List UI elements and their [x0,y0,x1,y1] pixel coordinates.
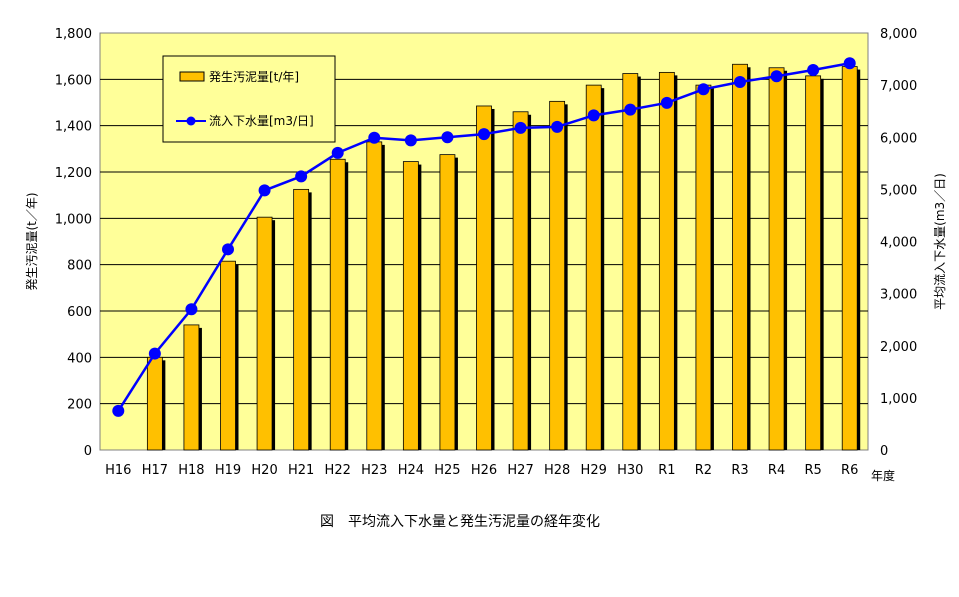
x-tick-label: H28 [544,463,570,478]
x-tick-label: H21 [288,463,314,478]
x-axis-title: 年度 [871,468,895,483]
line-point [258,184,271,197]
x-tick-label: H29 [581,463,607,478]
line-point [185,303,198,316]
bar [658,71,675,451]
line-point [222,243,234,256]
x-tick-label: H24 [398,463,424,478]
y-right-tick-label: 8,000 [880,27,917,42]
bar [256,216,273,451]
bar [841,66,858,451]
y-right-tick-label: 7,000 [880,79,917,94]
x-tick-label: H16 [105,463,131,478]
legend-bar-swatch [179,71,205,82]
bar [695,84,712,451]
y-left-tick-label: 1,400 [55,120,92,135]
x-tick-label: R6 [841,463,858,478]
axis-ticks: 0 200 400 600 800 1,000 1,200 1,400 1,600 1,800 0 1… [55,27,917,483]
y-left-tick-label: 800 [67,259,92,274]
x-tick-label: R4 [768,463,785,478]
y-right-tick-label: 4,000 [880,236,917,251]
x-tick-label: H26 [471,463,497,478]
y-left-axis-title: 発生汚泥量(t／年) [25,192,39,290]
line-point [624,103,637,116]
bar [512,111,529,451]
bar [366,141,383,451]
bar [146,356,163,451]
bar [732,63,748,451]
bar [439,154,456,451]
x-tick-label: H19 [215,463,241,478]
bar-series [146,63,861,451]
x-tick-label: H18 [178,463,204,478]
y-left-tick-label: 1,600 [55,73,92,88]
x-tick-label: H23 [361,463,387,478]
y-right-tick-label: 0 [880,444,888,459]
bar [476,105,492,451]
bar [585,84,602,451]
y-left-tick-label: 400 [67,351,92,366]
line-point [697,83,710,96]
line-point [331,146,344,159]
bar [768,67,785,451]
bar [402,161,419,451]
y-right-axis-title: 平均流入下水量(m3／日) [933,173,947,310]
y-left-tick-label: 1,800 [55,27,92,42]
line-point [734,75,746,88]
y-right-tick-label: 1,000 [880,392,917,407]
legend-line-label: 流入下水量[m3/日] [209,114,314,128]
x-tick-label: R2 [695,463,712,478]
legend-box [162,55,336,143]
line-point [551,120,564,133]
x-tick-label: H20 [251,463,277,478]
legend: 発生汚泥量[t/年] 流入下水量[m3/日] [162,55,336,143]
y-right-tick-label: 3,000 [880,288,917,303]
y-left-tick-label: 600 [67,305,92,320]
line-point [660,96,673,109]
line-point [441,131,454,144]
x-tick-label: H17 [142,463,168,478]
line-point [843,57,856,70]
line-point [514,121,527,134]
x-tick-label: H27 [507,463,533,478]
line-point [368,131,381,144]
line-series [112,57,856,417]
bar [220,260,236,451]
y-left-tick-label: 200 [67,398,92,413]
y-left-tick-label: 0 [84,444,92,459]
legend-line-marker [186,116,196,126]
line-point [112,404,125,417]
line-point [770,70,783,83]
x-tick-label: H22 [325,463,351,478]
y-right-tick-label: 6,000 [880,131,917,146]
x-tick-label: H25 [434,463,460,478]
x-tick-label: R3 [731,463,748,478]
x-tick-label: R5 [804,463,821,478]
line-point [404,134,417,147]
x-tick-label: H30 [617,463,643,478]
bar [622,73,639,451]
y-right-tick-label: 5,000 [880,183,917,198]
line-point [807,64,820,77]
x-tick-label: R1 [658,463,675,478]
legend-bar-label: 発生汚泥量[t/年] [209,70,299,84]
bar [183,324,200,451]
y-left-tick-label: 1,200 [55,166,92,181]
y-right-tick-label: 2,000 [880,340,917,355]
figure-caption: 図 平均流入下水量と発生汚泥量の経年変化 [320,513,600,530]
line-point [148,347,161,360]
bar [293,188,310,451]
axis-titles: 発生汚泥量(t／年) 平均流入下水量(m3／日) [25,173,947,310]
line-point [295,170,308,183]
y-left-tick-label: 1,000 [55,212,92,227]
bar [549,100,566,451]
line-point [478,128,490,141]
bar [805,75,822,451]
bar [329,158,346,451]
line-point [587,109,600,122]
